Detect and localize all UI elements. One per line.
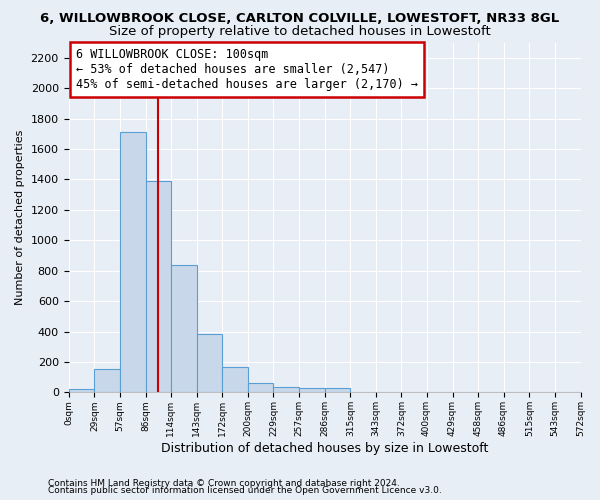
Bar	[94, 369, 119, 392]
Bar	[197, 334, 223, 392]
Bar	[119, 132, 146, 392]
Text: Size of property relative to detached houses in Lowestoft: Size of property relative to detached ho…	[109, 25, 491, 38]
X-axis label: Distribution of detached houses by size in Lowestoft: Distribution of detached houses by size …	[161, 442, 488, 455]
Bar	[248, 382, 274, 392]
Y-axis label: Number of detached properties: Number of detached properties	[15, 130, 25, 305]
Bar	[146, 181, 170, 392]
Text: 6, WILLOWBROOK CLOSE, CARLTON COLVILLE, LOWESTOFT, NR33 8GL: 6, WILLOWBROOK CLOSE, CARLTON COLVILLE, …	[40, 12, 560, 26]
Bar	[223, 368, 248, 392]
Text: Contains public sector information licensed under the Open Government Licence v3: Contains public sector information licen…	[48, 486, 442, 495]
Bar	[299, 388, 325, 392]
Bar	[325, 388, 350, 392]
Bar	[274, 387, 299, 392]
Text: Contains HM Land Registry data © Crown copyright and database right 2024.: Contains HM Land Registry data © Crown c…	[48, 478, 400, 488]
Bar	[170, 266, 197, 392]
Bar	[68, 390, 94, 392]
Text: 6 WILLOWBROOK CLOSE: 100sqm
← 53% of detached houses are smaller (2,547)
45% of : 6 WILLOWBROOK CLOSE: 100sqm ← 53% of det…	[76, 48, 418, 90]
